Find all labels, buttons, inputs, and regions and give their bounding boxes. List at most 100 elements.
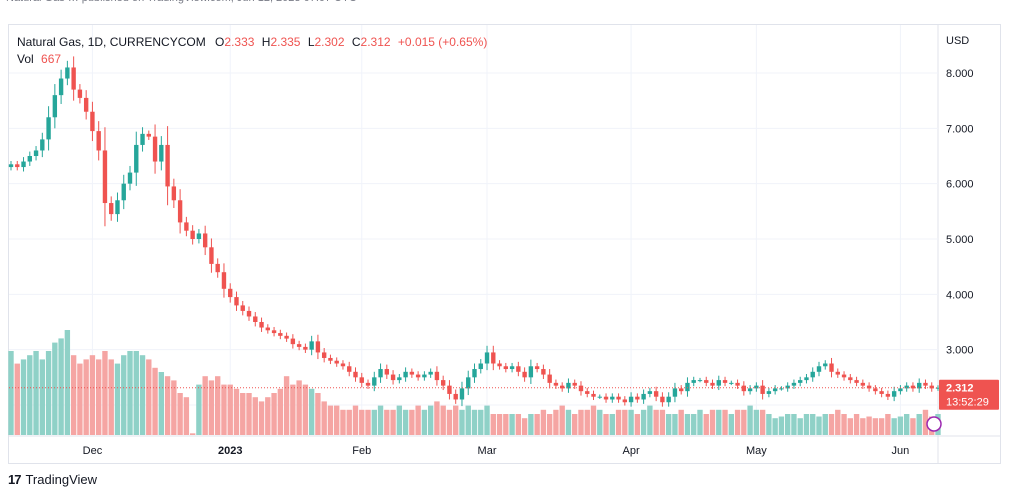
candle[interactable] xyxy=(641,393,646,400)
candle[interactable] xyxy=(923,382,928,386)
candle[interactable] xyxy=(209,247,214,264)
candle[interactable] xyxy=(478,363,483,370)
candle[interactable] xyxy=(15,164,20,168)
candle[interactable] xyxy=(559,385,565,389)
candle[interactable] xyxy=(409,371,415,375)
candle[interactable] xyxy=(196,233,202,239)
candle[interactable] xyxy=(917,382,922,389)
candle[interactable] xyxy=(347,366,352,372)
candle[interactable] xyxy=(27,156,32,162)
candle[interactable] xyxy=(8,164,14,168)
candle[interactable] xyxy=(77,89,83,98)
candle[interactable] xyxy=(754,385,759,389)
candle[interactable] xyxy=(177,200,183,223)
candle[interactable] xyxy=(365,382,371,386)
candle[interactable] xyxy=(165,144,170,187)
candle[interactable] xyxy=(741,385,747,392)
candle[interactable] xyxy=(146,133,151,137)
candle[interactable] xyxy=(447,385,452,394)
candle[interactable] xyxy=(547,374,552,383)
candle[interactable] xyxy=(679,388,684,392)
candle[interactable] xyxy=(866,385,872,389)
candle[interactable] xyxy=(798,380,803,383)
candle[interactable] xyxy=(315,341,321,353)
candle[interactable] xyxy=(403,371,408,378)
candle[interactable] xyxy=(716,380,721,386)
candle[interactable] xyxy=(816,366,822,372)
candle[interactable] xyxy=(321,352,327,358)
candle[interactable] xyxy=(823,363,828,367)
candle[interactable] xyxy=(760,385,765,394)
candle[interactable] xyxy=(647,391,653,394)
candle[interactable] xyxy=(628,396,634,403)
candle[interactable] xyxy=(616,396,621,400)
candle[interactable] xyxy=(240,305,245,311)
candle[interactable] xyxy=(747,388,753,392)
candle[interactable] xyxy=(340,363,346,367)
candle[interactable] xyxy=(697,380,703,382)
candle[interactable] xyxy=(472,369,477,378)
candle[interactable] xyxy=(372,377,377,386)
candle[interactable] xyxy=(334,360,339,364)
candle[interactable] xyxy=(541,369,546,375)
candle[interactable] xyxy=(572,382,577,386)
candle[interactable] xyxy=(152,136,158,162)
candle[interactable] xyxy=(597,396,602,398)
candle[interactable] xyxy=(71,67,76,90)
candle[interactable] xyxy=(83,97,89,112)
candle[interactable] xyxy=(729,382,734,384)
candle[interactable] xyxy=(904,385,909,389)
candle[interactable] xyxy=(591,393,596,397)
candle[interactable] xyxy=(660,396,665,403)
candle[interactable] xyxy=(121,183,126,201)
candle[interactable] xyxy=(610,396,615,400)
candle[interactable] xyxy=(184,222,189,231)
candle[interactable] xyxy=(428,371,433,375)
candle[interactable] xyxy=(528,366,534,378)
candle[interactable] xyxy=(898,388,903,392)
candle[interactable] xyxy=(228,288,233,298)
candle[interactable] xyxy=(841,374,847,378)
candle[interactable] xyxy=(40,139,45,151)
candle[interactable] xyxy=(534,366,540,370)
candle[interactable] xyxy=(234,297,239,306)
candle[interactable] xyxy=(929,385,934,389)
candle[interactable] xyxy=(159,144,164,162)
candle[interactable] xyxy=(284,335,289,339)
candle[interactable] xyxy=(891,391,897,397)
candle[interactable] xyxy=(415,374,421,378)
candle[interactable] xyxy=(52,95,58,118)
candle[interactable] xyxy=(503,366,509,370)
candle[interactable] xyxy=(21,161,26,168)
candle[interactable] xyxy=(440,380,446,386)
candle[interactable] xyxy=(566,382,571,389)
candle[interactable] xyxy=(484,352,490,364)
footer-branding[interactable]: 17 TradingView xyxy=(8,472,97,487)
candle[interactable] xyxy=(271,330,277,334)
candle[interactable] xyxy=(491,352,496,364)
candle[interactable] xyxy=(246,310,252,317)
candle[interactable] xyxy=(328,357,333,361)
candle[interactable] xyxy=(603,396,609,400)
candle[interactable] xyxy=(296,344,302,347)
candle[interactable] xyxy=(96,131,101,151)
candle[interactable] xyxy=(215,263,220,273)
candle[interactable] xyxy=(622,399,628,403)
candle[interactable] xyxy=(772,388,778,392)
candle[interactable] xyxy=(672,388,678,397)
candle[interactable] xyxy=(378,369,383,378)
candle[interactable] xyxy=(309,341,314,350)
candle[interactable] xyxy=(804,377,809,381)
candle[interactable] xyxy=(397,377,402,381)
candle[interactable] xyxy=(46,117,51,140)
candle[interactable] xyxy=(810,371,815,378)
candle[interactable] xyxy=(885,393,891,397)
candle[interactable] xyxy=(102,150,108,204)
candle[interactable] xyxy=(766,391,772,394)
candle[interactable] xyxy=(390,374,396,381)
candle[interactable] xyxy=(453,393,458,400)
candle[interactable] xyxy=(653,391,659,397)
candle[interactable] xyxy=(359,377,364,383)
candle[interactable] xyxy=(585,391,590,394)
candle[interactable] xyxy=(854,380,859,383)
